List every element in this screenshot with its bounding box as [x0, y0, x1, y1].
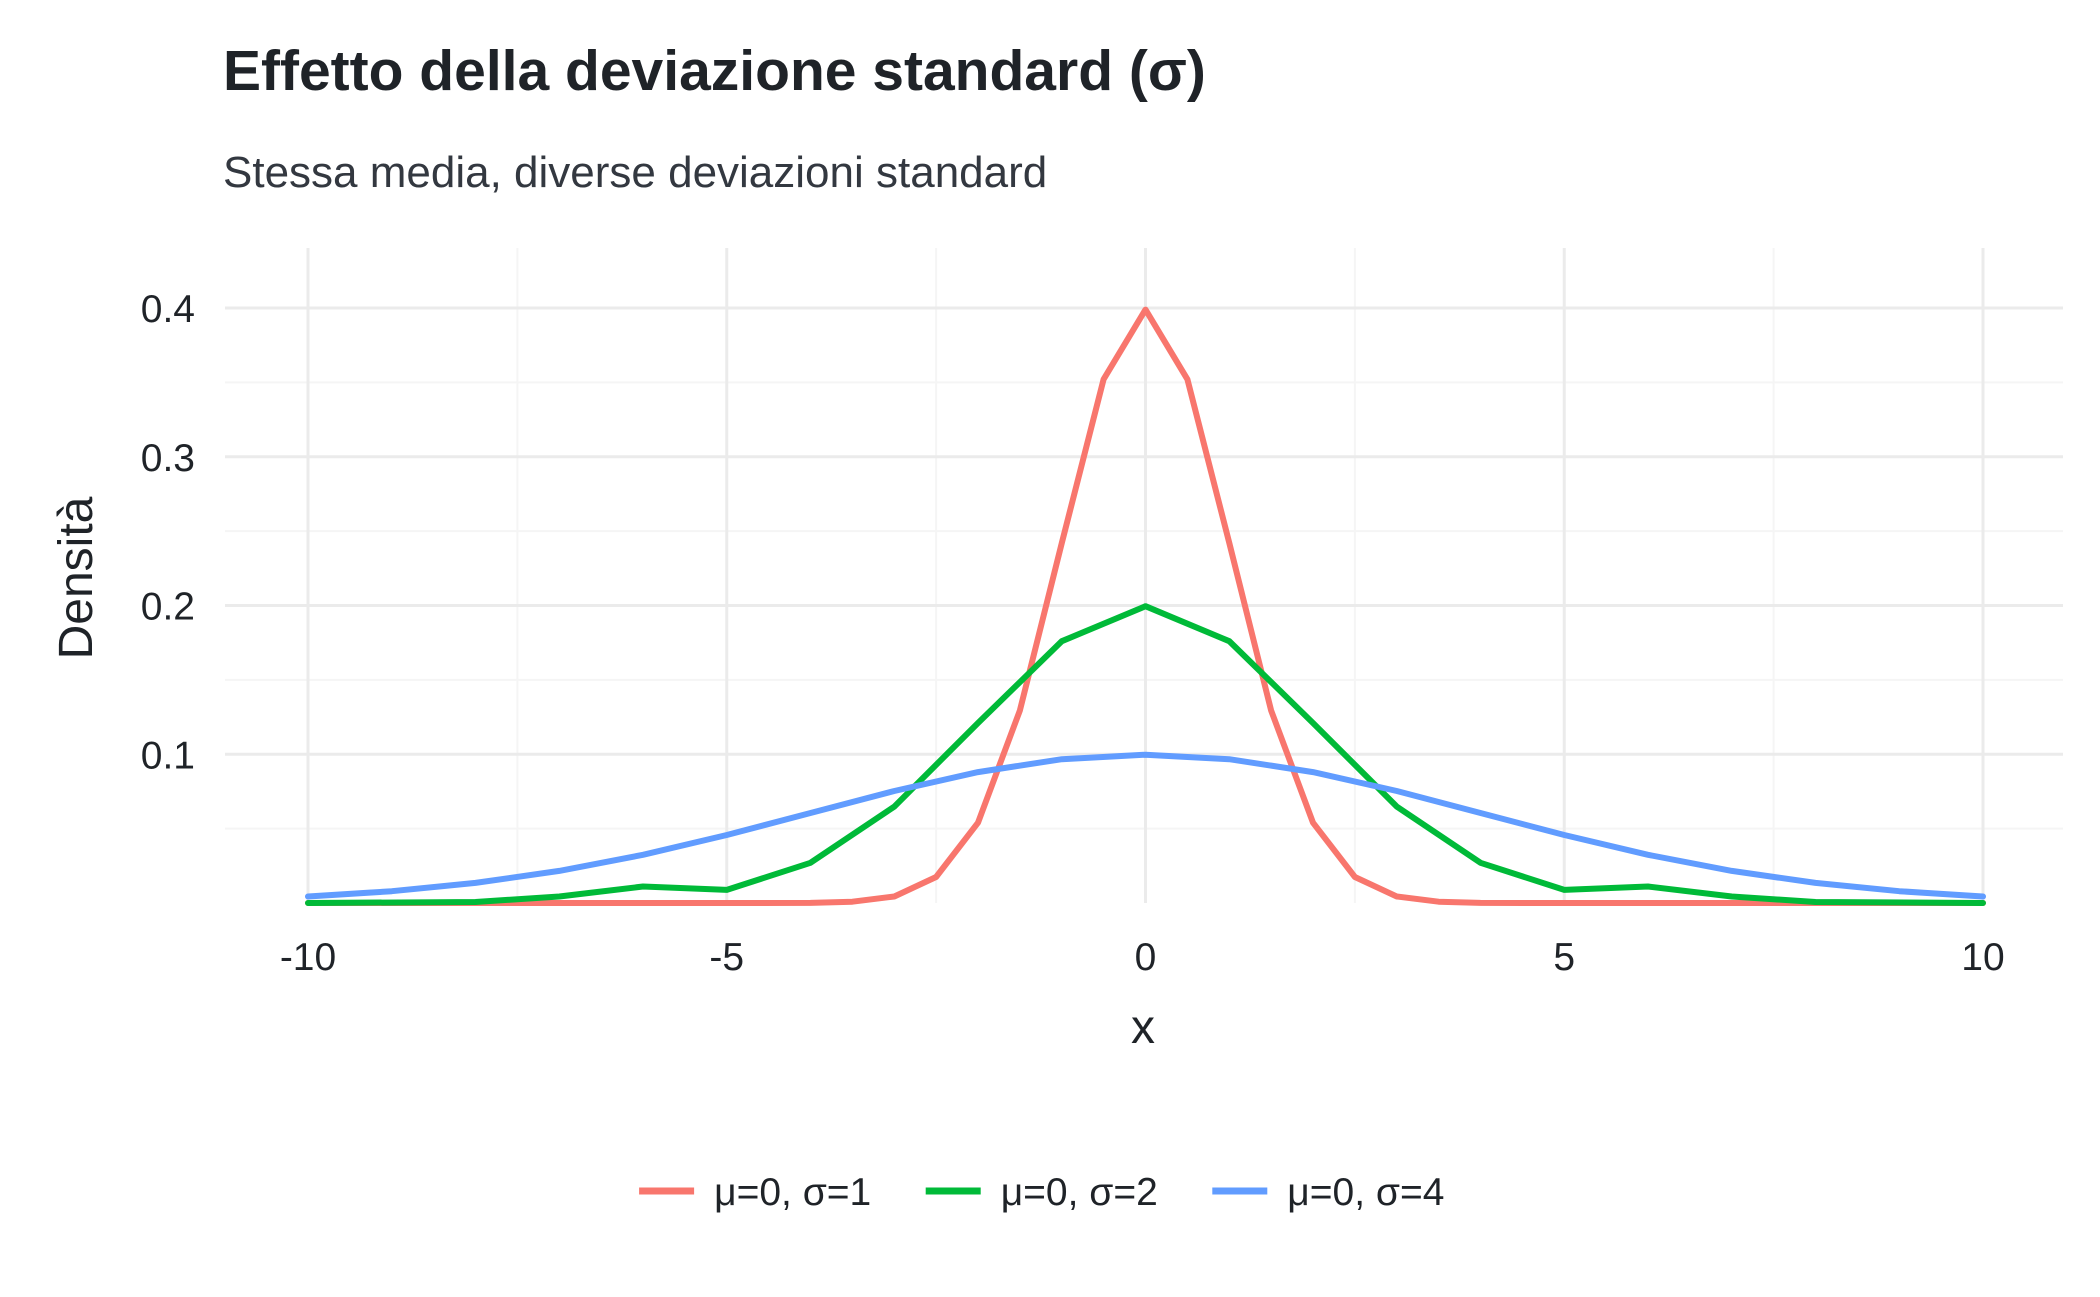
chart-subtitle: Stessa media, diverse deviazioni standar…: [223, 148, 1048, 197]
chart-title: Effetto della deviazione standard (σ): [223, 39, 1206, 103]
x-axis-title: x: [1131, 1001, 1155, 1054]
y-tick-label: 0.4: [141, 288, 195, 331]
x-tick-label: -10: [280, 936, 336, 979]
x-tick-label: 5: [1553, 936, 1575, 979]
y-axis-ticks: 0.1 0.2 0.3 0.4: [141, 288, 195, 777]
series-line-3: [305, 751, 1986, 900]
x-axis-ticks: -10 -5 0 5 10: [280, 936, 2005, 979]
series-lines: [305, 306, 1986, 906]
x-tick-label: 0: [1135, 936, 1157, 979]
y-tick-label: 0.1: [141, 734, 195, 777]
y-axis-title: Densità: [50, 496, 103, 659]
legend-item-1: μ=0, σ=1: [639, 1171, 871, 1214]
legend-item-3: μ=0, σ=4: [1212, 1171, 1444, 1214]
legend-item-2: μ=0, σ=2: [925, 1171, 1158, 1214]
legend-label-1: μ=0, σ=1: [714, 1171, 871, 1214]
legend-label-2: μ=0, σ=2: [1001, 1171, 1158, 1214]
legend-label-3: μ=0, σ=4: [1287, 1171, 1444, 1214]
x-tick-label: 10: [1961, 936, 2004, 979]
series-line-1: [305, 306, 1986, 906]
x-tick-label: -5: [709, 936, 744, 979]
major-gridlines: [225, 248, 2063, 903]
y-tick-label: 0.2: [141, 586, 195, 629]
series-line-2: [305, 603, 1986, 906]
y-tick-label: 0.3: [141, 437, 195, 480]
legend: μ=0, σ=1 μ=0, σ=2 μ=0, σ=4: [639, 1171, 1444, 1214]
